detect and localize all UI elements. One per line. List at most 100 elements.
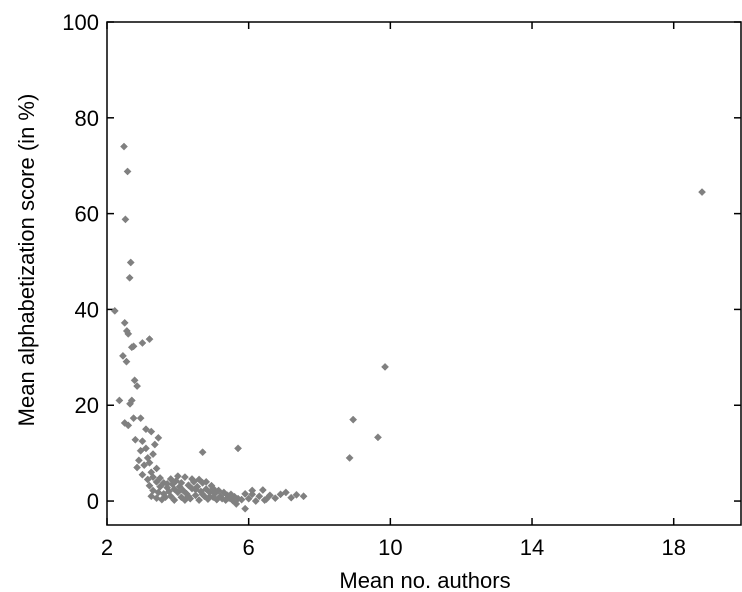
data-point: [260, 496, 269, 505]
y-tick-label: 100: [62, 10, 99, 35]
data-point: [227, 490, 235, 499]
data-point: [349, 415, 358, 424]
data-point: [123, 167, 132, 176]
data-point: [698, 188, 706, 197]
y-tick-label: 80: [75, 106, 99, 131]
data-point: [195, 475, 204, 484]
data-point: [265, 491, 274, 500]
data-point: [120, 419, 129, 427]
data-point: [248, 486, 257, 495]
data-point: [177, 478, 186, 487]
data-point: [126, 399, 134, 408]
y-axis-ticks: 0 20 40 60 80 100: [62, 10, 741, 514]
data-point: [374, 433, 382, 442]
data-point: [381, 362, 389, 371]
data-point: [177, 493, 186, 502]
data-point: [145, 458, 154, 467]
data-point: [131, 435, 140, 444]
data-point: [154, 433, 163, 442]
data-point: [133, 382, 142, 391]
data-point: [122, 357, 131, 366]
data-point: [136, 446, 145, 455]
data-point: [170, 496, 179, 505]
data-point: [138, 339, 147, 347]
data-point: [110, 306, 119, 315]
data-point: [184, 492, 193, 501]
data-point: [191, 485, 200, 494]
plot-frame: [106, 21, 742, 526]
data-point: [124, 329, 133, 338]
data-point: [145, 335, 154, 344]
data-point: [198, 448, 207, 457]
data-point: [195, 496, 204, 505]
y-axis-title: Mean alphabetization score (in %): [14, 94, 39, 427]
data-point: [173, 472, 182, 481]
data-point: [230, 492, 239, 501]
data-point: [188, 475, 196, 483]
data-point: [129, 342, 138, 351]
data-point: [258, 486, 267, 494]
data-point: [124, 421, 133, 430]
data-point: [180, 473, 189, 482]
data-point: [191, 491, 200, 500]
data-point: [136, 414, 145, 423]
data-point: [145, 481, 154, 490]
y-tick-label: 0: [87, 489, 99, 514]
data-point: [281, 488, 290, 497]
data-point: [142, 444, 150, 453]
data-point: [115, 396, 124, 405]
data-point: [152, 464, 161, 473]
x-tick-label: 6: [243, 535, 255, 560]
data-point: [138, 470, 147, 479]
data-point: [345, 453, 354, 462]
data-point: [142, 425, 150, 434]
y-tick-label: 40: [75, 297, 99, 322]
data-point: [166, 475, 175, 483]
data-point: [118, 351, 127, 360]
data-point: [255, 492, 264, 501]
data-point: [134, 456, 143, 465]
data-point: [241, 504, 250, 513]
y-tick-label: 60: [75, 202, 99, 227]
data-point: [237, 495, 246, 504]
data-point: [163, 479, 172, 488]
data-point: [232, 499, 241, 508]
data-point: [147, 427, 156, 436]
data-point: [120, 142, 128, 151]
x-tick-label: 10: [378, 535, 402, 560]
data-point: [133, 463, 142, 472]
data-point: [271, 494, 280, 503]
data-point: [143, 475, 152, 484]
data-point: [140, 461, 149, 470]
plot-border: [106, 21, 742, 526]
data-point: [299, 492, 308, 501]
data-point: [126, 258, 135, 267]
data-point: [202, 477, 211, 486]
data-point: [205, 492, 214, 501]
data-point: [234, 444, 243, 453]
data-point: [244, 494, 253, 503]
data-point: [292, 490, 301, 499]
data-point: [150, 440, 159, 449]
data-point: [209, 484, 218, 493]
data-point: [251, 497, 260, 506]
data-point: [125, 273, 134, 282]
x-axis-ticks: 2 6 10 14 18: [101, 22, 686, 560]
data-point: [287, 493, 296, 502]
x-tick-label: 2: [101, 535, 113, 560]
data-point: [121, 215, 130, 224]
data-point: [138, 437, 147, 446]
data-point: [120, 318, 129, 327]
data-point: [129, 414, 138, 423]
data-points: [110, 142, 706, 513]
data-point: [130, 376, 139, 385]
data-point: [198, 490, 207, 499]
data-point: [241, 489, 250, 498]
x-tick-label: 18: [661, 535, 685, 560]
data-point: [152, 477, 161, 486]
data-point: [149, 473, 157, 482]
y-tick-label: 20: [75, 393, 99, 418]
x-axis-title: Mean no. authors: [339, 568, 510, 592]
x-tick-label: 14: [520, 535, 544, 560]
